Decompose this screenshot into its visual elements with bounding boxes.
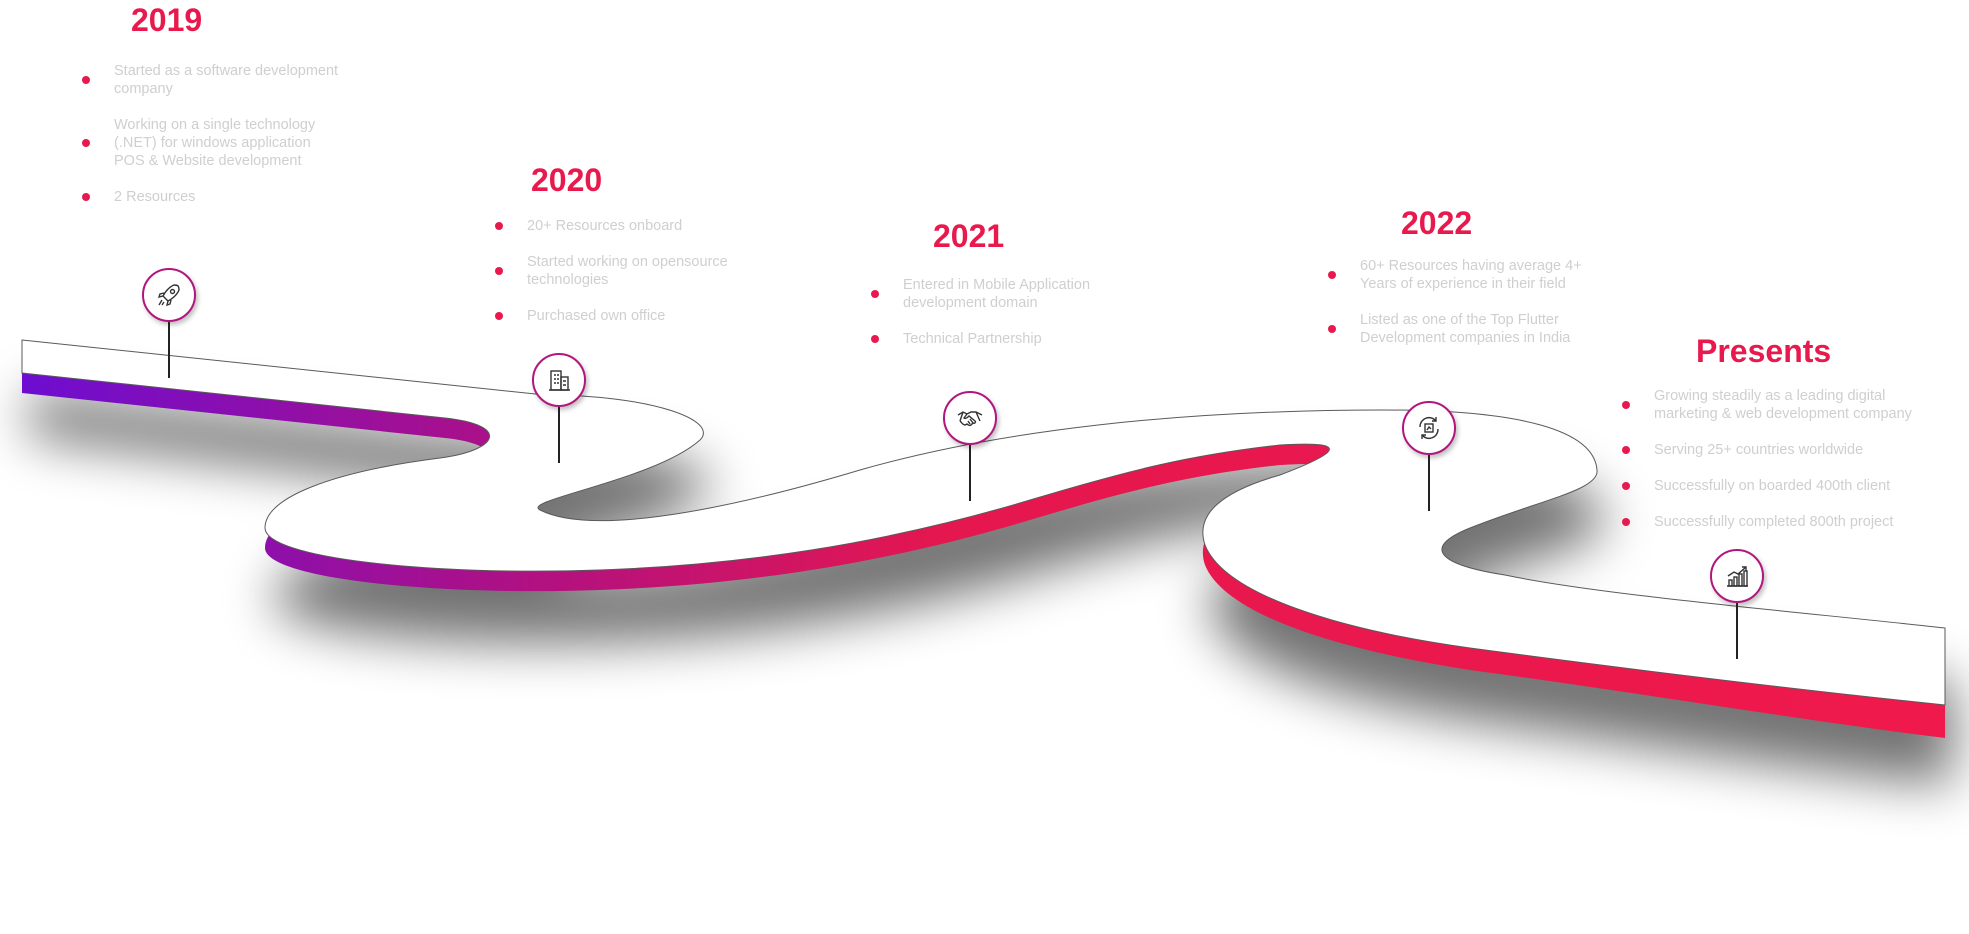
bar-chart-growth-icon <box>1710 549 1764 603</box>
list-item: 2 Resources <box>82 188 344 206</box>
list-item: Listed as one of the Top Flutter Develop… <box>1328 311 1586 347</box>
list-item: Technical Partnership <box>871 330 1133 348</box>
list-item: 60+ Resources having average 4+ Years of… <box>1328 257 1586 293</box>
office-building-icon <box>532 353 586 407</box>
list-item: Successfully completed 800th project <box>1622 513 1922 531</box>
growth-cycle-icon <box>1402 401 1456 455</box>
list-item: Growing steadily as a leading digital ma… <box>1622 387 1922 423</box>
marker-pin <box>558 407 560 463</box>
milestone-year: 2021 <box>933 218 1005 254</box>
list-item: Entered in Mobile Application developmen… <box>871 276 1133 312</box>
list-item: Started as a software development compan… <box>82 62 344 98</box>
handshake-icon <box>943 391 997 445</box>
marker-pin <box>1736 603 1738 659</box>
milestone-points: Entered in Mobile Application developmen… <box>871 276 1133 366</box>
milestone-points: 60+ Resources having average 4+ Years of… <box>1328 257 1586 365</box>
list-item: Successfully on boarded 400th client <box>1622 477 1922 495</box>
milestone-year: 2022 <box>1401 205 1473 241</box>
milestone-year: Presents <box>1696 333 1832 369</box>
list-item: Working on a single technology (.NET) fo… <box>82 116 344 170</box>
milestone-points: 20+ Resources onboard Started working on… <box>495 217 757 343</box>
marker-pin <box>969 445 971 501</box>
road-top <box>21 339 1946 706</box>
rocket-icon <box>142 268 196 322</box>
milestone-year: 2020 <box>531 162 603 198</box>
milestone-points: Growing steadily as a leading digital ma… <box>1622 387 1922 549</box>
list-item: Serving 25+ countries worldwide <box>1622 441 1922 459</box>
list-item: Started working on opensource technologi… <box>495 253 757 289</box>
marker-pin <box>168 322 170 378</box>
list-item: 20+ Resources onboard <box>495 217 757 235</box>
milestone-points: Started as a software development compan… <box>82 62 344 224</box>
list-item: Purchased own office <box>495 307 757 325</box>
milestone-year: 2019 <box>131 2 203 38</box>
marker-pin <box>1428 455 1430 511</box>
